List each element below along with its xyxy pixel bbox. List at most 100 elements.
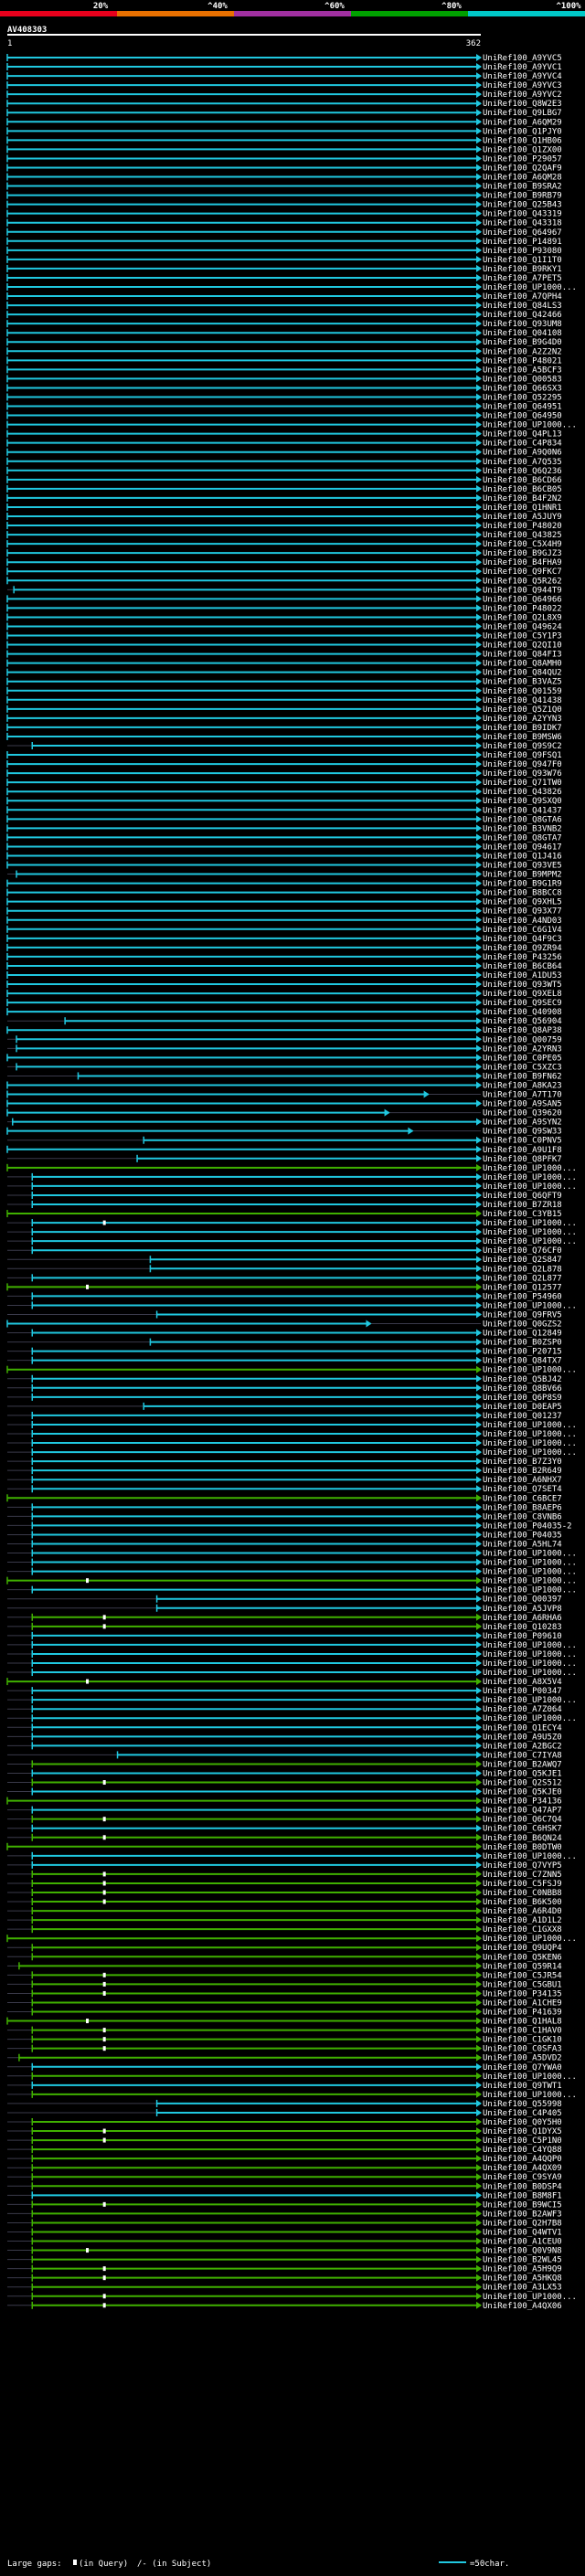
hit-label[interactable]: UniRef100_A7PET5: [483, 274, 562, 283]
hit-label[interactable]: UniRef100_B6K500: [483, 1898, 562, 1907]
hit-label[interactable]: UniRef100_Q43826: [483, 788, 562, 797]
hit-label[interactable]: UniRef100_Q7YWA0: [483, 2063, 562, 2072]
hit-label[interactable]: UniRef100_A9Q0N6: [483, 449, 562, 458]
hit-label[interactable]: UniRef100_Q2L8X9: [483, 613, 562, 622]
hit-label[interactable]: UniRef100_Q2L878: [483, 1265, 562, 1274]
hit-label[interactable]: UniRef100_Q1HNR1: [483, 504, 562, 513]
hit-label[interactable]: UniRef100_Q43825: [483, 531, 562, 540]
hit-label[interactable]: UniRef100_A9YVC1: [483, 63, 562, 72]
hit-label[interactable]: UniRef100_P04035: [483, 1531, 562, 1540]
hit-label[interactable]: UniRef100_B0ZSP0: [483, 1339, 562, 1348]
hit-label[interactable]: UniRef100_B2R649: [483, 1467, 562, 1476]
hit-label[interactable]: UniRef100_B9RKY1: [483, 265, 562, 274]
hit-label[interactable]: UniRef100_Q84LS3: [483, 302, 562, 311]
hit-label[interactable]: UniRef100_C0PNV5: [483, 1137, 562, 1146]
hit-label[interactable]: UniRef100_Q2S847: [483, 1256, 562, 1265]
hit-label[interactable]: UniRef100_Q5KEN6: [483, 1953, 562, 1962]
hit-label[interactable]: UniRef100_Q9LBG7: [483, 109, 562, 118]
hit-label[interactable]: UniRef100_Q56904: [483, 1017, 562, 1026]
hit-label[interactable]: UniRef100_Q42466: [483, 311, 562, 320]
hit-label[interactable]: UniRef100_Q9SEC9: [483, 999, 562, 1008]
hit-label[interactable]: UniRef100_UP1000...: [483, 1586, 577, 1595]
hit-label[interactable]: UniRef100_C9SYA9: [483, 2173, 562, 2182]
hit-label[interactable]: UniRef100_Q4WTV1: [483, 2228, 562, 2237]
hit-label[interactable]: UniRef100_A2Z2N2: [483, 347, 562, 356]
hit-label[interactable]: UniRef100_UP1000...: [483, 1641, 577, 1650]
hit-label[interactable]: UniRef100_A6QM28: [483, 174, 562, 183]
hit-label[interactable]: UniRef100_UP1000...: [483, 1650, 577, 1659]
hit-label[interactable]: UniRef100_Q1ECY4: [483, 1723, 562, 1733]
hit-label[interactable]: UniRef100_Q9SXQ0: [483, 797, 562, 806]
hit-label[interactable]: UniRef100_A4QX09: [483, 2164, 562, 2173]
hit-label[interactable]: UniRef100_C0SFA3: [483, 2045, 562, 2054]
hit-label[interactable]: UniRef100_A5JVP8: [483, 1605, 562, 1614]
hit-label[interactable]: UniRef100_Q1DYX5: [483, 2127, 562, 2136]
hit-label[interactable]: UniRef100_Q1ZX00: [483, 145, 562, 154]
hit-label[interactable]: UniRef100_Q84TX7: [483, 1357, 562, 1366]
hit-label[interactable]: UniRef100_Q9XHL5: [483, 898, 562, 907]
hit-label[interactable]: UniRef100_B9MSW6: [483, 733, 562, 742]
hit-label[interactable]: UniRef100_UP1000...: [483, 1935, 577, 1944]
hit-label[interactable]: UniRef100_UP1000...: [483, 1852, 577, 1861]
hit-label[interactable]: UniRef100_B7Z3Y0: [483, 1458, 562, 1467]
hit-label[interactable]: UniRef100_B7ZR18: [483, 1201, 562, 1210]
hit-label[interactable]: UniRef100_A9YVC4: [483, 72, 562, 81]
hit-label[interactable]: UniRef100_P00347: [483, 1687, 562, 1696]
hit-label[interactable]: UniRef100_A1CEU0: [483, 2238, 562, 2247]
hit-label[interactable]: UniRef100_Q9TWT1: [483, 2082, 562, 2091]
hit-label[interactable]: UniRef100_Q25B43: [483, 201, 562, 210]
hit-label[interactable]: UniRef100_UP1000...: [483, 1173, 577, 1182]
hit-label[interactable]: UniRef100_B3VAZ5: [483, 678, 562, 687]
hit-label[interactable]: UniRef100_A8KA23: [483, 1081, 562, 1090]
hit-label[interactable]: UniRef100_Q93VE5: [483, 862, 562, 871]
hit-label[interactable]: UniRef100_UP1000...: [483, 283, 577, 292]
hit-label[interactable]: UniRef100_UP1000...: [483, 1568, 577, 1577]
hit-label[interactable]: UniRef100_B4FHA9: [483, 558, 562, 567]
hit-label[interactable]: UniRef100_C1HAV0: [483, 2027, 562, 2036]
hit-label[interactable]: UniRef100_A5JUY9: [483, 513, 562, 522]
hit-label[interactable]: UniRef100_UP1000...: [483, 421, 577, 430]
hit-label[interactable]: UniRef100_UP1000...: [483, 1669, 577, 1678]
hit-label[interactable]: UniRef100_Q6Q236: [483, 467, 562, 476]
hit-label[interactable]: UniRef100_P41639: [483, 2009, 562, 2018]
hit-label[interactable]: UniRef100_Q76CF0: [483, 1246, 562, 1256]
hit-label[interactable]: UniRef100_Q71TW0: [483, 779, 562, 788]
hit-label[interactable]: UniRef100_Q0GZS2: [483, 1320, 562, 1330]
hit-label[interactable]: UniRef100_B9SRA2: [483, 183, 562, 192]
hit-label[interactable]: UniRef100_Q1PJY0: [483, 127, 562, 136]
hit-label[interactable]: UniRef100_A5BCF3: [483, 366, 562, 375]
hit-label[interactable]: UniRef100_C5X4H9: [483, 540, 562, 549]
hit-label[interactable]: UniRef100_C5Y1P3: [483, 632, 562, 641]
hit-label[interactable]: UniRef100_Q6C7Q4: [483, 1816, 562, 1825]
hit-label[interactable]: UniRef100_UP1000...: [483, 1301, 577, 1310]
hit-label[interactable]: UniRef100_Q2QAF9: [483, 164, 562, 173]
hit-label[interactable]: UniRef100_B9G4D0: [483, 338, 562, 347]
hit-label[interactable]: UniRef100_Q93UM8: [483, 320, 562, 329]
hit-label[interactable]: UniRef100_Q2H7B8: [483, 2219, 562, 2228]
hit-label[interactable]: UniRef100_A5DVD2: [483, 2054, 562, 2063]
hit-label[interactable]: UniRef100_Q2S512: [483, 1779, 562, 1788]
hit-label[interactable]: UniRef100_A7Z064: [483, 1705, 562, 1714]
hit-label[interactable]: UniRef100_B0DTW0: [483, 1843, 562, 1852]
hit-label[interactable]: UniRef100_Q1J416: [483, 852, 562, 861]
hit-label[interactable]: UniRef100_Q9XEL8: [483, 990, 562, 999]
hit-label[interactable]: UniRef100_Q1I1T0: [483, 256, 562, 265]
hit-label[interactable]: UniRef100_C4P405: [483, 2109, 562, 2118]
hit-label[interactable]: UniRef100_B8M8F1: [483, 2191, 562, 2200]
hit-label[interactable]: UniRef100_Q52295: [483, 393, 562, 402]
hit-label[interactable]: UniRef100_C5XZC3: [483, 1063, 562, 1072]
hit-label[interactable]: UniRef100_Q9S9C2: [483, 742, 562, 751]
hit-label[interactable]: UniRef100_B9WCI5: [483, 2200, 562, 2210]
hit-label[interactable]: UniRef100_Q47AP7: [483, 1807, 562, 1816]
hit-label[interactable]: UniRef100_C6G1V4: [483, 926, 562, 935]
hit-label[interactable]: UniRef100_C4YQ88: [483, 2146, 562, 2155]
hit-label[interactable]: UniRef100_Q59R14: [483, 1962, 562, 1971]
hit-label[interactable]: UniRef100_C5JR54: [483, 1971, 562, 1980]
hit-label[interactable]: UniRef100_Q2L877: [483, 1274, 562, 1283]
hit-label[interactable]: UniRef100_B2AWQ7: [483, 1760, 562, 1769]
hit-label[interactable]: UniRef100_Q8GTA6: [483, 815, 562, 824]
hit-label[interactable]: UniRef100_Q8BV66: [483, 1384, 562, 1394]
hit-label[interactable]: UniRef100_Q43318: [483, 219, 562, 228]
hit-label[interactable]: UniRef100_Q01559: [483, 687, 562, 696]
hit-label[interactable]: UniRef100_Q8PFK7: [483, 1155, 562, 1164]
